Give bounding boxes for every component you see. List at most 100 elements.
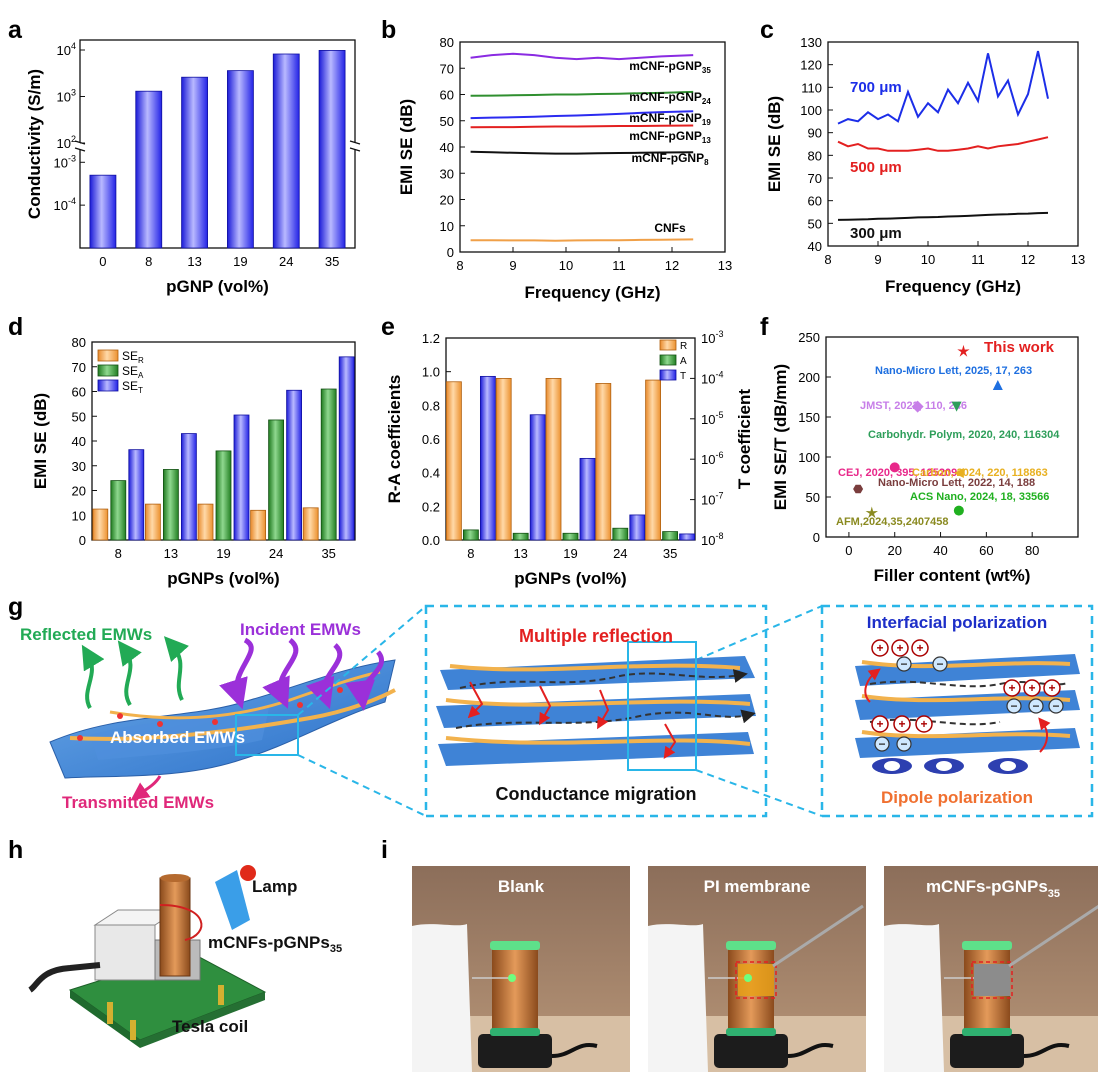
bar-SET-8 xyxy=(128,449,145,541)
polarization-illustration: + + + − − + + + − − − + + + − − xyxy=(855,639,1080,774)
x-axis-title: pGNPs (vol%) xyxy=(167,569,279,588)
bar-13 xyxy=(181,76,208,249)
series-line-13 xyxy=(470,124,694,129)
marker-point xyxy=(957,344,970,357)
stack-illustration xyxy=(436,641,756,771)
x-tick-label: 11 xyxy=(971,252,985,267)
y-tick-label: 90 xyxy=(808,126,822,141)
x-tick-label: 11 xyxy=(612,258,626,273)
x-tick-label: 60 xyxy=(979,543,993,558)
panel-label-h: h xyxy=(8,836,23,864)
y-tick-label: 250 xyxy=(798,330,820,345)
multiple-reflection-label: Multiple reflection xyxy=(519,626,673,646)
y-axis-title: R-A coefficients xyxy=(385,375,404,504)
panel-label-b: b xyxy=(381,16,396,44)
membrane-illustration xyxy=(49,636,396,801)
panel-label-g: g xyxy=(8,593,23,621)
bar-SEA-35 xyxy=(320,388,337,541)
marker-point xyxy=(889,462,900,473)
svg-text:+: + xyxy=(1008,681,1015,695)
panel-label-a: a xyxy=(8,16,23,44)
y-tick-label: 10-4 xyxy=(54,196,76,213)
bar-19 xyxy=(227,70,254,249)
bar-A-8 xyxy=(462,529,479,541)
series-line-CNFs xyxy=(470,238,694,242)
chart-b-emi-vs-frequency: 8 9 10 11 12 13 0 10 20 30 40 50 60 70 80 mCNF-pGNP35 mC… xyxy=(397,35,732,302)
y-tick-label: 50 xyxy=(808,216,822,231)
marker-point xyxy=(953,505,964,516)
y-tick-label: 104 xyxy=(57,41,76,58)
reflected-label: Reflected EMWs xyxy=(20,625,152,644)
tesla-coil-illustration xyxy=(28,865,267,1048)
bar-SET-19 xyxy=(233,414,250,541)
x-tick-label: 35 xyxy=(321,546,335,561)
bar-SER-8 xyxy=(92,508,109,541)
x-tick-label: 24 xyxy=(279,254,293,269)
y2-tick-label: 10-4 xyxy=(701,369,723,386)
panel-label-e: e xyxy=(381,313,395,341)
bar-A-19 xyxy=(562,532,579,541)
tweezers xyxy=(772,904,864,968)
y-axis-title: Conductivity (S/m) xyxy=(25,69,44,219)
axis-break-gap xyxy=(74,143,361,149)
bar-A-13 xyxy=(512,532,529,541)
cable xyxy=(787,1043,834,1058)
svg-text:+: + xyxy=(1028,681,1035,695)
y-tick-label: 100 xyxy=(798,450,820,465)
x-axis-title: Frequency (GHz) xyxy=(885,277,1021,296)
y-tick-label: 20 xyxy=(72,484,86,499)
photo-label: Blank xyxy=(498,877,545,896)
bar-T-24 xyxy=(629,514,646,541)
conductance-migration-label: Conductance migration xyxy=(495,784,696,804)
bar-SER-19 xyxy=(197,503,214,541)
chart-f-comparison: 0 20 40 60 80 0 50 100 150 200 250 This work Nano-Mi… xyxy=(771,330,1079,585)
y-tick-label: 10 xyxy=(72,508,86,523)
y-tick-label: 40 xyxy=(808,239,822,254)
lamp-label: Lamp xyxy=(252,877,297,896)
point-label: This work xyxy=(984,339,1055,356)
bar-SET-24 xyxy=(286,389,303,541)
series-line-8 xyxy=(470,150,694,155)
svg-text:+: + xyxy=(896,641,903,655)
x-tick-label: 19 xyxy=(563,546,577,561)
y-tick-label: 60 xyxy=(808,194,822,209)
series-line-24 xyxy=(470,90,694,97)
coil-base xyxy=(950,1034,1024,1068)
svg-text:+: + xyxy=(876,717,883,731)
axis-break-mark xyxy=(349,147,361,152)
y-tick-label: 0.8 xyxy=(422,398,440,413)
legend-swatch xyxy=(659,354,677,366)
x-tick-label: 8 xyxy=(456,258,463,273)
y2-tick-label: 10-6 xyxy=(701,450,723,467)
point-label: Carbon, 2024, 220, 118863 xyxy=(912,467,1048,479)
legend-swatch xyxy=(97,379,119,392)
legend-label: SET xyxy=(122,379,143,395)
bar-24 xyxy=(272,53,300,249)
series-line-500 μm xyxy=(837,136,1049,152)
y-tick-label: 100 xyxy=(800,103,822,118)
chart-c-emi-vs-thickness: 8 9 10 11 12 13 40 50 60 70 80 90 100 110 120 130 700 μm… xyxy=(765,35,1085,296)
series-line-19 xyxy=(470,110,694,120)
bar-A-35 xyxy=(662,531,678,541)
x-tick-label: 19 xyxy=(233,254,247,269)
y2-tick-label: 10-3 xyxy=(701,329,723,346)
x-tick-label: 8 xyxy=(824,252,831,267)
legend-label: A xyxy=(680,356,687,367)
y-tick-label: 102 xyxy=(57,134,76,151)
y-tick-label: 110 xyxy=(801,80,822,95)
svg-text:−: − xyxy=(936,657,943,671)
sample-label: mCNFs-pGNPs35 xyxy=(208,933,342,955)
svg-text:+: + xyxy=(898,717,905,731)
y-axis-title: EMI SE (dB) xyxy=(397,99,416,195)
series-label: mCNF-pGNP13 xyxy=(629,129,711,145)
x-tick-label: 9 xyxy=(874,252,881,267)
y-tick-label: 10-3 xyxy=(54,153,76,170)
coil-bottom-ring xyxy=(490,1028,540,1036)
bar-SEA-24 xyxy=(268,419,285,541)
y-tick-label: 40 xyxy=(440,140,454,155)
coil-top-ring xyxy=(490,941,540,950)
y-tick-label: 50 xyxy=(72,409,86,424)
x-tick-label: 40 xyxy=(933,543,947,558)
series-label: mCNF-pGNP19 xyxy=(629,111,711,127)
x-tick-label: 8 xyxy=(467,546,474,561)
